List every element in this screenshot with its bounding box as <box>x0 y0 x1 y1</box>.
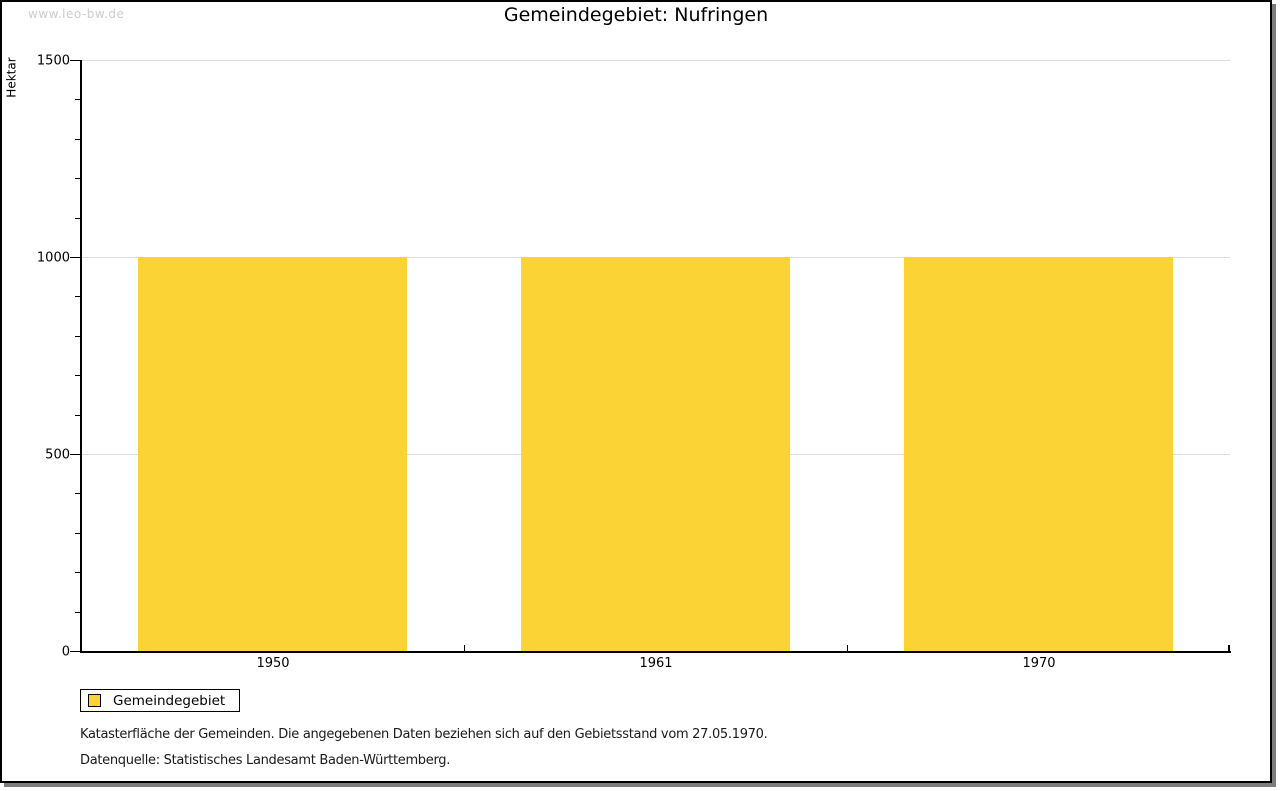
legend-label: Gemeindegebiet <box>113 692 226 709</box>
category-separator-tick <box>847 645 848 651</box>
watermark: www.leo-bw.de <box>28 7 125 21</box>
chart-title: Gemeindegebiet: Nufringen <box>503 4 769 26</box>
footnote-data-source: Datenquelle: Statistisches Landesamt Bad… <box>80 753 451 768</box>
y-tick-label: 500 <box>45 447 70 463</box>
y-major-tick <box>70 651 81 652</box>
y-minor-tick <box>75 612 81 613</box>
y-axis-line <box>80 60 82 653</box>
y-minor-tick <box>75 336 81 337</box>
gridline <box>81 60 1230 61</box>
legend: Gemeindegebiet <box>80 689 241 712</box>
x-axis-line <box>80 651 1231 653</box>
y-major-tick <box>70 454 81 455</box>
bar-1950 <box>138 257 407 651</box>
bar-1961 <box>521 257 790 651</box>
y-minor-tick <box>75 415 81 416</box>
x-tick-label: 1950 <box>256 656 290 671</box>
legend-swatch-icon <box>88 694 101 707</box>
y-minor-tick <box>75 296 81 297</box>
y-minor-tick <box>75 493 81 494</box>
category-separator-tick <box>464 645 465 651</box>
y-minor-tick <box>75 99 81 100</box>
y-minor-tick <box>75 533 81 534</box>
y-minor-tick <box>75 218 81 219</box>
plot-area: 1950 1961 1970 0 500 1000 1500 <box>2 2 1270 781</box>
footnote-source-note: Katasterfläche der Gemeinden. Die angege… <box>80 727 768 742</box>
y-minor-tick <box>75 375 81 376</box>
x-tick-label: 1961 <box>639 656 673 671</box>
x-tick-label: 1970 <box>1022 656 1056 671</box>
y-tick-label: 0 <box>61 644 70 660</box>
y-minor-tick <box>75 178 81 179</box>
y-major-tick <box>70 257 81 258</box>
y-major-tick <box>70 60 81 61</box>
y-minor-tick <box>75 139 81 140</box>
y-tick-label: 1500 <box>36 53 70 69</box>
bar-1970 <box>904 257 1173 651</box>
y-minor-tick <box>75 572 81 573</box>
y-tick-label: 1000 <box>36 250 70 266</box>
axis-end-tick <box>1228 645 1230 651</box>
